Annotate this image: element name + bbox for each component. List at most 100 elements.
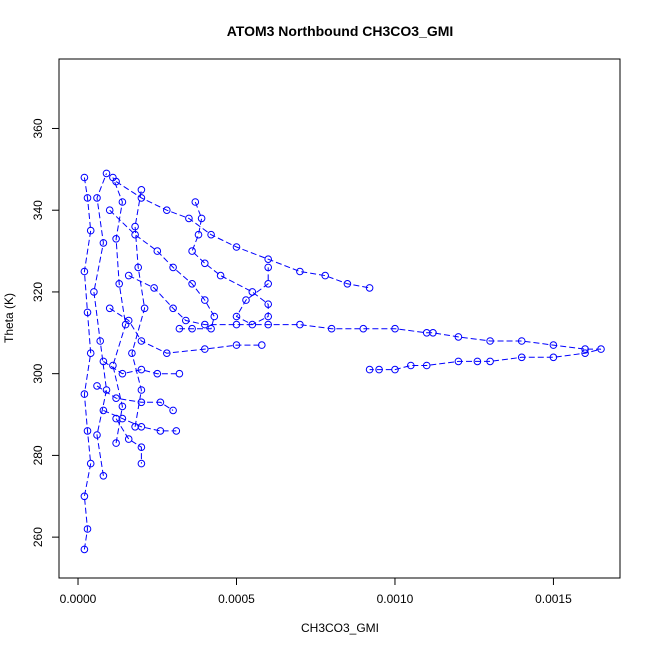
data-point xyxy=(207,230,215,239)
data-point xyxy=(242,296,250,304)
data-point xyxy=(118,402,127,411)
data-point xyxy=(422,361,431,370)
data-point xyxy=(83,525,92,533)
y-axis: 260 280 300 320 340 360 xyxy=(31,118,60,547)
y-tick-label: 360 xyxy=(31,118,45,138)
x-tick-label: 0.0005 xyxy=(218,592,255,606)
data-point xyxy=(137,443,146,452)
series-line xyxy=(112,177,127,444)
data-point xyxy=(99,406,108,415)
data-point xyxy=(80,492,89,501)
series-line xyxy=(103,360,180,375)
data-series xyxy=(128,186,149,431)
data-point xyxy=(83,308,92,317)
data-point xyxy=(549,353,558,362)
data-point xyxy=(93,431,101,439)
data-point xyxy=(93,382,101,390)
data-series xyxy=(188,198,273,329)
data-series xyxy=(105,206,219,333)
data-point xyxy=(486,337,494,345)
data-point xyxy=(454,357,463,366)
y-tick-label: 320 xyxy=(31,282,45,302)
data-point xyxy=(169,304,177,313)
series-layer xyxy=(80,169,605,554)
data-point xyxy=(210,312,219,321)
data-point xyxy=(188,247,196,255)
data-point xyxy=(264,280,273,288)
data-point xyxy=(131,230,139,239)
data-series xyxy=(124,271,605,374)
data-point xyxy=(201,345,209,353)
data-point xyxy=(232,320,241,329)
y-tick-label: 300 xyxy=(31,363,45,383)
data-point xyxy=(232,312,241,321)
data-point xyxy=(102,169,111,178)
data-point xyxy=(264,263,273,272)
data-point xyxy=(86,226,95,235)
data-point xyxy=(194,230,203,239)
data-point xyxy=(248,288,257,296)
data-point xyxy=(359,324,368,333)
data-point xyxy=(137,386,146,394)
data-point xyxy=(153,247,162,255)
data-point xyxy=(517,337,526,345)
data-point xyxy=(90,288,98,296)
data-point xyxy=(264,312,273,321)
data-point xyxy=(112,235,120,243)
x-axis-label: CH3CO3_GMI xyxy=(301,621,379,635)
data-point xyxy=(137,398,146,407)
data-point xyxy=(105,304,114,313)
data-series xyxy=(80,173,95,554)
data-point xyxy=(188,324,196,333)
x-tick-label: 0.0000 xyxy=(60,592,97,606)
data-point xyxy=(549,341,558,349)
series-line xyxy=(115,181,370,289)
data-point xyxy=(83,427,92,435)
data-series xyxy=(99,357,184,378)
data-series xyxy=(109,173,130,447)
data-point xyxy=(232,341,241,349)
data-point xyxy=(264,300,273,309)
data-point xyxy=(99,357,108,366)
data-point xyxy=(99,239,108,247)
data-point xyxy=(163,349,171,358)
data-point xyxy=(321,271,330,280)
data-point xyxy=(296,320,304,329)
chart-title: ATOM3 Northbound CH3CO3_GMI xyxy=(227,23,454,39)
y-axis-label: Theta (K) xyxy=(2,293,16,343)
data-point xyxy=(124,316,133,325)
data-point xyxy=(140,304,149,313)
data-point xyxy=(124,271,133,280)
y-tick-label: 280 xyxy=(31,445,45,465)
data-point xyxy=(163,206,171,214)
data-point xyxy=(207,324,215,333)
series-line xyxy=(83,177,92,550)
x-tick-label: 0.0010 xyxy=(377,592,414,606)
data-point xyxy=(99,472,108,480)
data-point xyxy=(258,341,266,349)
data-point xyxy=(105,206,114,214)
data-point xyxy=(134,263,142,272)
series-line xyxy=(96,385,174,411)
data-point xyxy=(80,390,89,398)
data-point xyxy=(137,337,146,345)
data-point xyxy=(201,296,209,304)
data-point xyxy=(188,280,196,288)
data-point xyxy=(185,214,193,223)
data-series xyxy=(90,169,111,480)
data-point xyxy=(150,284,158,292)
data-point xyxy=(137,194,146,202)
data-point xyxy=(112,439,120,447)
data-point xyxy=(86,349,95,358)
data-point xyxy=(169,263,177,272)
data-point xyxy=(86,459,95,468)
data-point xyxy=(80,267,89,276)
data-point xyxy=(112,394,120,403)
data-point xyxy=(517,353,526,362)
data-point xyxy=(216,271,225,280)
data-point xyxy=(80,545,89,554)
data-point xyxy=(118,369,127,378)
data-point xyxy=(118,198,127,206)
data-point xyxy=(93,194,101,202)
